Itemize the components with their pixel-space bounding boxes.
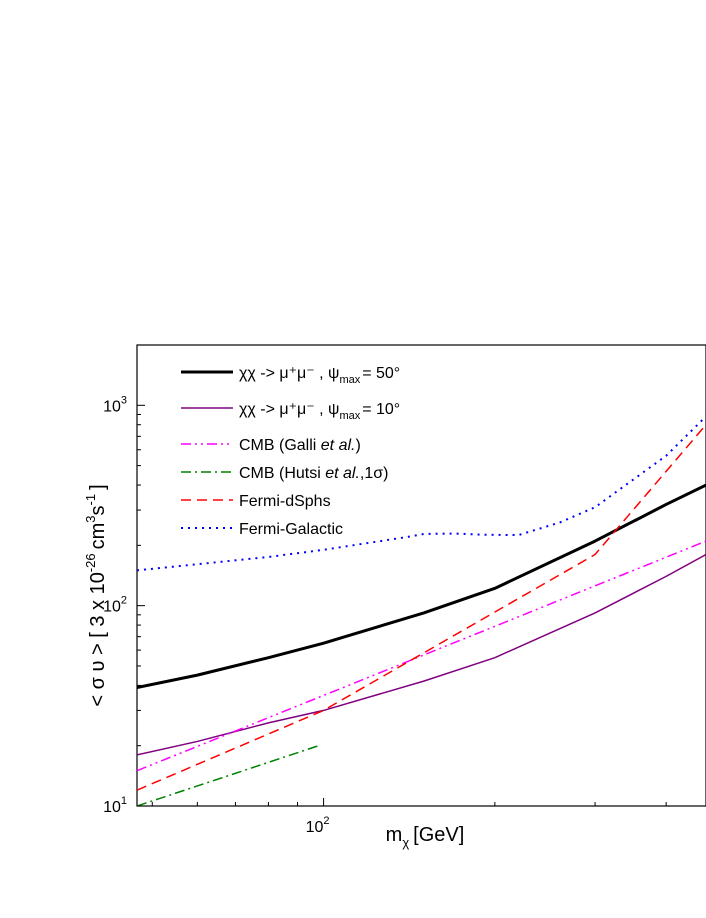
legend-label-2: χχ -> μ⁺μ⁻ , ψmax = 10° [239,401,400,422]
legend-text-sub: max [339,374,360,386]
y-tick-label: 103 [103,394,127,415]
legend-text-suffix: = 10° [362,401,400,418]
legend-text-sub: max [339,410,360,422]
series-line-6 [137,415,706,572]
x-tick-label: 102 [306,815,330,836]
x-axis-label-main: m [386,824,403,846]
legend: χχ -> μ⁺μ⁻ , ψmax = 50°χχ -> μ⁺μ⁻ , ψmax =… [181,365,400,538]
y-tick-base: 10 [103,398,121,415]
y-tick-base: 10 [103,799,121,816]
y-tick-base: 10 [103,599,121,616]
legend-text-suffix: ) [355,437,360,454]
legend-text-main: Fermi-dSphs [239,493,331,510]
legend-label-1: χχ -> μ⁺μ⁻ , ψmax = 50° [239,365,400,386]
legend-text-italic: et al. [325,465,360,482]
legend-text-italic: et al. [321,437,356,454]
axis-labels: mχ [GeV] < σ υ > [ 3 x 10-26 cm3s-1] [83,484,464,850]
x-axis-label: mχ [GeV] [386,824,465,850]
legend-text-main: χχ -> μ⁺μ⁻ , ψ [239,365,339,382]
series-line-4 [137,744,319,806]
y-axis-label-exp2: 3 [83,515,98,522]
legend-text-main: Fermi-Galactic [239,521,343,538]
y-axis-label-exp3: -1 [83,494,98,506]
legend-text-main: CMB (Galli [239,437,321,454]
plot-border [136,344,706,807]
legend-text-main: χχ -> μ⁺μ⁻ , ψ [239,401,339,418]
x-axis-label-sub: χ [402,835,409,850]
y-tick-exponent: 1 [121,795,127,807]
y-tick-exponent: 3 [121,394,127,406]
legend-text-suffix: = 50° [362,365,400,382]
legend-text-suffix: ,1σ) [360,465,389,482]
x-axis-label-unit: [GeV] [413,824,464,846]
y-axis-label-main: < σ υ > [ 3 x 10 [87,572,109,706]
x-tick-base: 10 [306,819,324,836]
legend-text-main: CMB (Hutsi [239,465,325,482]
y-axis-label: < σ υ > [ 3 x 10-26 cm3s-1] [83,484,109,706]
series-line-2 [137,553,706,756]
plot-frame [136,344,706,807]
y-axis-label-s: s [87,505,109,515]
y-axis-label-exp1: -26 [83,553,98,572]
y-tick-exponent: 2 [121,595,127,607]
y-tick-label: 102 [103,595,127,616]
legend-label-4: CMB (Hutsi et al.,1σ) [239,465,388,482]
series-line-3 [137,540,706,772]
series-line-1 [137,483,706,690]
legend-label-3: CMB (Galli et al.) [239,437,361,454]
x-tick-exponent: 2 [323,815,329,827]
series-layer [137,415,706,806]
y-tick-label: 101 [103,795,127,816]
legend-label-5: Fermi-dSphs [239,493,331,510]
series-line-5 [137,424,706,791]
y-axis-label-end: ] [87,484,109,490]
legend-label-6: Fermi-Galactic [239,521,343,538]
y-axis-label-mid: cm [87,523,109,550]
